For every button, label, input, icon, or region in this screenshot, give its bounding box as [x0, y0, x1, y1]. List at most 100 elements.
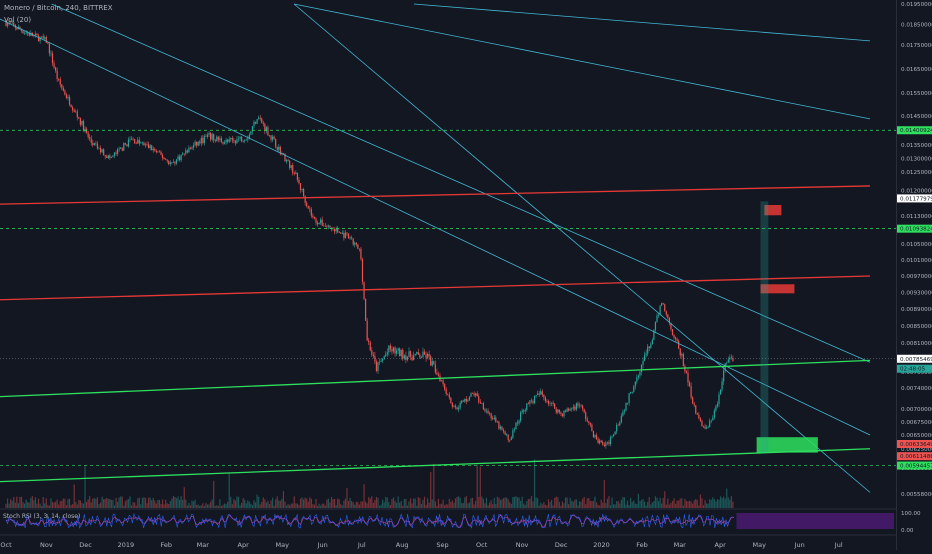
volume-bar	[439, 504, 441, 508]
volume-bar	[464, 497, 466, 508]
volume-bar	[687, 501, 689, 508]
forecast-boxes[interactable]	[756, 201, 818, 453]
volume-bar	[166, 503, 168, 508]
volume-bar	[109, 498, 111, 508]
volume-bar	[24, 503, 26, 508]
channel-line[interactable]	[51, 3, 871, 363]
volume-bar	[575, 499, 577, 508]
volume-bar	[561, 501, 564, 508]
candle-body	[462, 400, 464, 402]
volume-bar	[261, 501, 263, 508]
volume-bar	[144, 497, 147, 508]
volume-bar	[361, 501, 364, 508]
candle-body	[571, 408, 573, 410]
volume-bar	[120, 496, 122, 508]
price-tick-label: 0.01130000	[901, 214, 932, 220]
volume-bar	[675, 503, 677, 508]
candle-body	[276, 146, 278, 150]
volume-bar	[375, 496, 378, 508]
candle-body	[383, 356, 385, 359]
volume-bar	[447, 504, 449, 508]
candle-body	[123, 143, 125, 151]
candle-body	[70, 104, 72, 108]
support-line[interactable]	[0, 359, 871, 398]
candle-body	[597, 439, 599, 444]
candle-body	[138, 139, 140, 144]
channel-line[interactable]	[0, 16, 871, 436]
candle-body	[668, 318, 670, 323]
target-zone-box[interactable]	[764, 205, 782, 216]
volume-bar	[450, 502, 452, 508]
volume-bar	[332, 499, 334, 508]
volume-bar	[420, 504, 422, 508]
channel-line[interactable]	[293, 3, 871, 493]
time-tick-label: Nov	[40, 541, 53, 549]
volume-bar	[617, 501, 619, 508]
stoch-rsi-label: Stoch RSI (3, 3, 14, close)	[3, 513, 81, 520]
volume-bar	[76, 504, 78, 508]
volume-bar	[55, 501, 57, 508]
candle-body	[467, 400, 469, 402]
projection-range-bar[interactable]	[760, 201, 769, 453]
volume-bar	[185, 499, 187, 508]
channel-line[interactable]	[413, 3, 871, 42]
volume-bar	[45, 498, 47, 508]
candle-body	[287, 159, 289, 161]
candle-body	[72, 107, 74, 111]
candle-body	[509, 439, 511, 441]
candle-body	[543, 394, 545, 398]
entry-zone-box[interactable]	[756, 437, 818, 453]
channel-line[interactable]	[293, 3, 871, 120]
volume-bar	[589, 500, 591, 508]
volume-bar	[82, 503, 85, 508]
price-tag	[897, 439, 932, 448]
volume-bar	[309, 497, 311, 508]
time-tick-label: Dec	[555, 541, 568, 549]
volume-bar	[414, 498, 416, 508]
resistance-line[interactable]	[0, 275, 871, 301]
price-tag-label: 0.01400924	[900, 128, 932, 134]
candle-body	[730, 357, 732, 359]
time-tick-label: Mar	[674, 541, 687, 549]
volume-bar	[87, 499, 89, 508]
resistance-line[interactable]	[0, 185, 871, 205]
volume-bar	[628, 505, 630, 508]
price-tick-label: 0.01050000	[901, 242, 932, 248]
volume-bar	[233, 499, 235, 508]
volume-bar	[37, 498, 40, 508]
volume-bar	[721, 498, 723, 508]
volume-bar	[599, 505, 601, 508]
candle-body	[533, 395, 536, 404]
target-zone-box[interactable]	[760, 284, 795, 294]
volume-bar	[662, 497, 664, 508]
volume-bar	[523, 503, 525, 508]
candle-body	[253, 122, 255, 127]
volume-bar	[352, 502, 354, 508]
candle-body	[175, 159, 178, 164]
candle-body	[599, 440, 601, 444]
price-tick-label: 0.01450000	[901, 114, 932, 120]
candle-body	[456, 407, 458, 410]
volume-bar	[380, 504, 382, 508]
candle-body	[237, 138, 240, 140]
candle-body	[241, 136, 243, 142]
time-tick-label: Apr	[715, 541, 727, 549]
trend-lines[interactable]	[0, 3, 896, 493]
volume-bar	[70, 504, 72, 508]
candle-body	[692, 397, 694, 404]
time-axis[interactable]: Oct Nov Dec 2019 Feb Mar Apr May Jun Jul Aug Sep Oct…	[0, 541, 842, 549]
volume-bar	[160, 503, 162, 508]
candle-body	[174, 161, 176, 164]
price-tick-label: 0.00558000	[901, 492, 932, 498]
candle-body	[228, 138, 230, 142]
candle-body	[42, 36, 44, 39]
volume-bar	[79, 500, 81, 508]
price-tick-label: 0.01350000	[901, 143, 932, 149]
volume-bar	[253, 500, 255, 508]
price-axis[interactable]: 0.01950000 0.01850000 0.01750000 0.01650000…	[897, 2, 932, 498]
volume-bar	[360, 501, 362, 508]
volume-bar	[34, 497, 37, 508]
candle-body	[647, 346, 649, 354]
